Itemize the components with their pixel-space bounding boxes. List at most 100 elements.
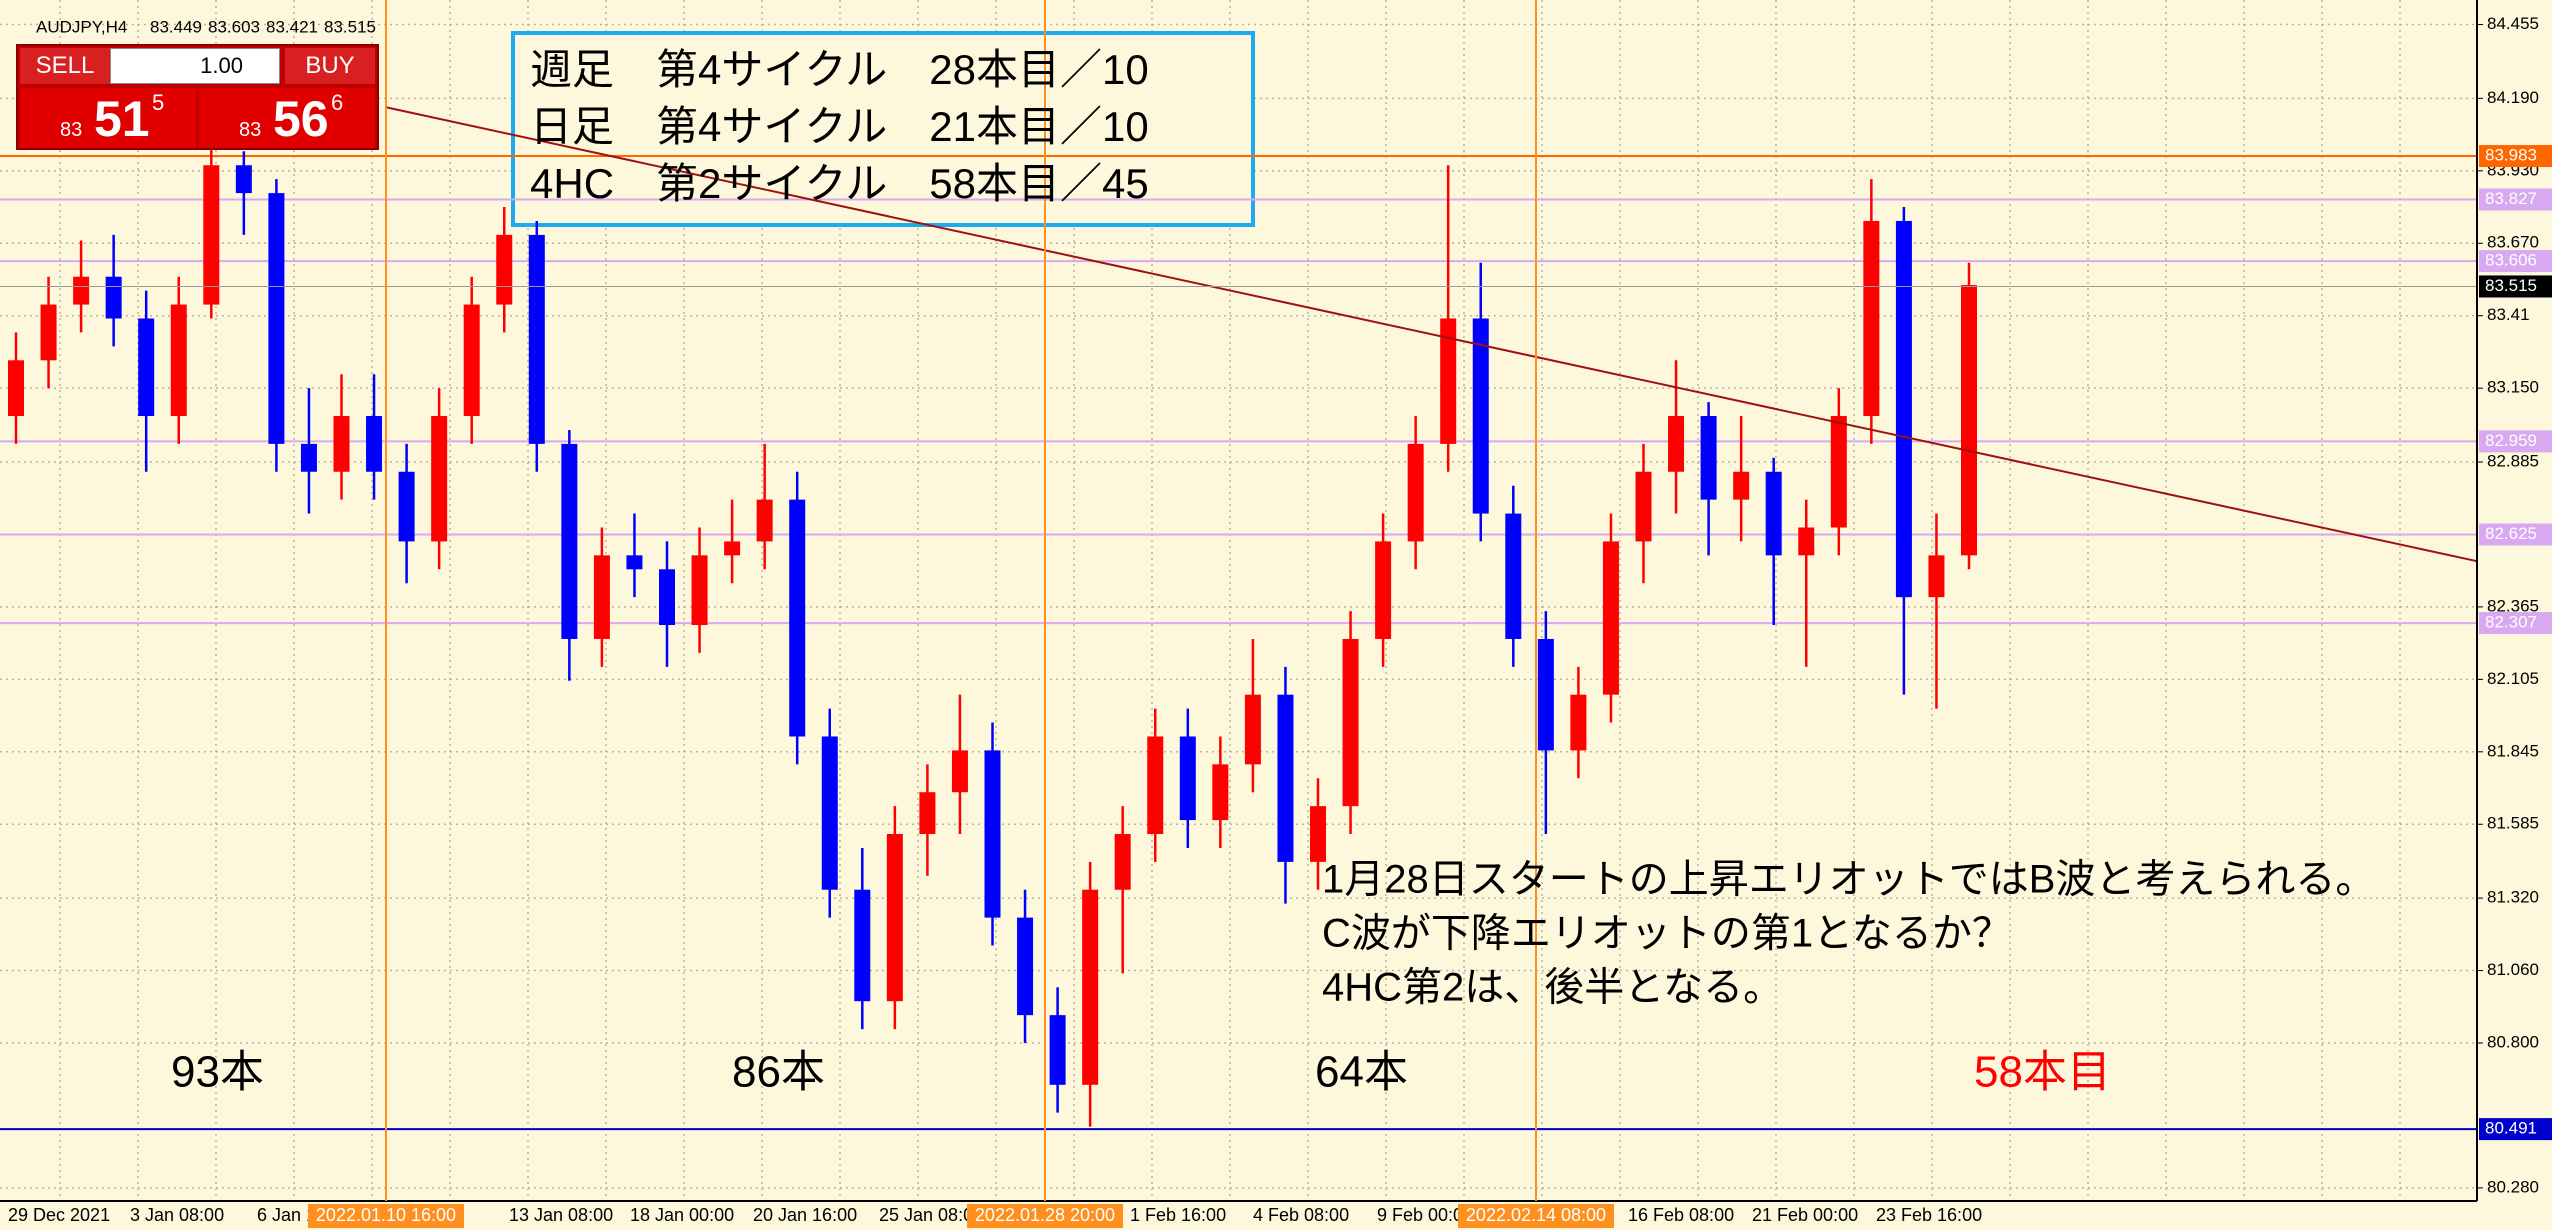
candle-body — [40, 304, 57, 361]
y-tick-label: 82.885 — [2487, 451, 2539, 470]
level-label: 83.606 — [2485, 251, 2537, 270]
candle-body — [1049, 1015, 1066, 1085]
level-tag — [2479, 145, 2552, 168]
candle-body — [1570, 694, 1587, 751]
x-tick-label: 21 Feb 00:00 — [1752, 1205, 1858, 1225]
candle-body — [1017, 917, 1034, 1016]
ohlc-value: 83.515 — [324, 17, 376, 36]
candle-body — [366, 416, 383, 472]
level-tag — [2479, 612, 2552, 635]
current-price-tag — [2479, 275, 2552, 298]
candle-body — [789, 499, 806, 737]
candle-body — [1700, 416, 1717, 500]
marker-label: 2022.01.10 16:00 — [316, 1205, 456, 1225]
candle-body — [528, 234, 545, 444]
annotation: 1月28日スタートの上昇エリオットではB波と考えられる。 — [1322, 858, 2375, 902]
candle-body — [1863, 220, 1880, 417]
candle-body — [659, 569, 675, 626]
candle-body — [73, 276, 90, 305]
candle-body — [561, 443, 578, 639]
candle-body — [333, 416, 350, 472]
candle-body — [1114, 834, 1131, 890]
y-tick-label: 83.670 — [2487, 233, 2539, 252]
x-tick-label: 16 Feb 08:00 — [1628, 1205, 1734, 1225]
level-label: 82.625 — [2485, 524, 2537, 543]
candle-body — [1765, 471, 1782, 556]
candle-body — [984, 750, 1001, 918]
candle-body — [398, 471, 415, 542]
level-tag — [2479, 430, 2552, 453]
info-box — [511, 31, 1255, 227]
candle-body — [203, 165, 220, 305]
price-part: 83 — [239, 119, 262, 141]
x-tick-label: 23 Feb 16:00 — [1876, 1205, 1982, 1225]
x-tick-label: 1 Feb 16:00 — [1130, 1205, 1226, 1225]
x-tick-label: 18 Jan 00:00 — [630, 1205, 734, 1225]
candle-body — [1733, 471, 1750, 500]
y-tick-label: 81.060 — [2487, 960, 2539, 979]
candle-body — [756, 499, 773, 542]
candle-body — [1537, 638, 1554, 751]
level-label: 82.307 — [2485, 613, 2537, 632]
candle-body — [1928, 555, 1945, 598]
marker-tag — [967, 1204, 1123, 1228]
marker-tag — [308, 1204, 464, 1228]
candle-body — [1635, 471, 1652, 542]
y-tick-label: 80.280 — [2487, 1177, 2539, 1196]
candle-body — [235, 165, 252, 194]
candle-body — [496, 234, 513, 305]
candle-body — [854, 889, 871, 1002]
level-label: 83.827 — [2485, 189, 2537, 208]
candle-body — [138, 318, 155, 417]
candle-body — [1895, 220, 1912, 598]
candle-body — [1082, 889, 1099, 1085]
level-label: 82.959 — [2485, 431, 2537, 450]
candle-body — [1375, 541, 1392, 639]
candle-body — [1310, 806, 1326, 862]
candle-body — [8, 360, 24, 417]
candle-body — [1505, 513, 1522, 639]
level-label: 83.983 — [2485, 146, 2537, 165]
annotation: 4HC第2は、後半となる。 — [1322, 966, 1783, 1010]
y-tick-label: 81.585 — [2487, 814, 2539, 833]
candle-body — [1407, 443, 1424, 542]
sell-price[interactable]: 83 51 5 — [20, 88, 196, 148]
candle-body — [691, 555, 708, 626]
y-tick-label: 81.320 — [2487, 888, 2539, 907]
count-label: 64本 — [1315, 1048, 1408, 1097]
lot-input[interactable]: 1.00 — [110, 48, 280, 84]
candle-body — [170, 304, 187, 417]
price-part: 56 — [273, 91, 329, 147]
count-label: 93本 — [171, 1048, 264, 1097]
trade-panel: SELL 1.00 BUY 83 51 5 83 56 6 — [16, 44, 379, 150]
x-tick-label: 9 Feb 00:00 — [1377, 1205, 1473, 1225]
candle-body — [951, 750, 968, 793]
y-tick-label: 82.105 — [2487, 669, 2539, 688]
ohlc-value: 83.421 — [266, 17, 318, 36]
candle-body — [1440, 318, 1457, 444]
ohlc-value: 83.603 — [208, 17, 260, 36]
candle-body — [886, 834, 903, 1002]
candle-body — [431, 416, 448, 542]
symbol-label: AUDJPY,H4 — [36, 17, 127, 36]
candle-body — [1602, 541, 1619, 695]
candle-body — [300, 443, 317, 472]
candle-body — [1342, 638, 1359, 807]
x-tick-label: 20 Jan 16:00 — [753, 1205, 857, 1225]
count-label: 58本目 — [1974, 1048, 2111, 1097]
candle-body — [1798, 527, 1815, 556]
buy-button[interactable]: BUY — [285, 48, 375, 84]
candle-body — [919, 792, 936, 835]
candle-body — [1668, 416, 1685, 472]
price-part: 5 — [152, 90, 165, 115]
candle-body — [1212, 764, 1229, 821]
candle-body — [105, 276, 122, 319]
y-tick-label: 80.800 — [2487, 1032, 2539, 1051]
candle-body — [593, 555, 610, 639]
y-tick-label: 83.41 — [2487, 305, 2530, 324]
sell-button[interactable]: SELL — [20, 48, 110, 84]
candle-body — [1961, 285, 1977, 556]
trend-line — [385, 106, 2478, 563]
buy-price[interactable]: 83 56 6 — [199, 88, 375, 148]
